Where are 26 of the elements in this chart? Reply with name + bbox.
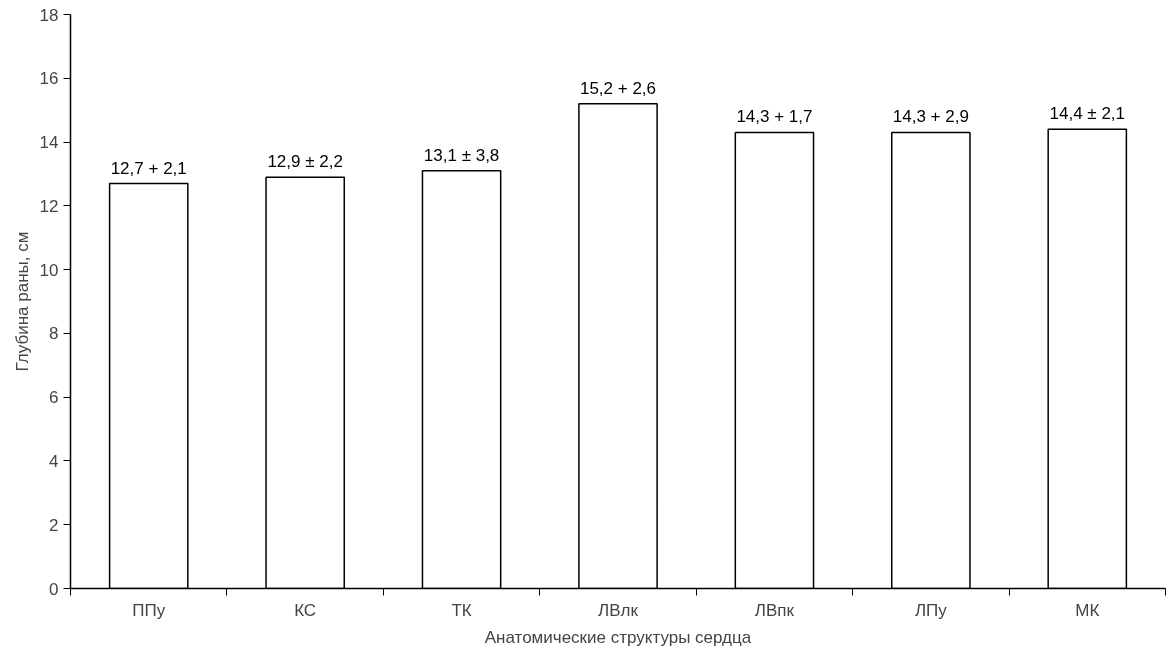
- y-tick-label: 16: [39, 69, 59, 89]
- x-axis-title: Анатомические структуры сердца: [484, 627, 752, 647]
- y-tick-label: 0: [49, 579, 59, 599]
- data-label: 14,4 ± 2,1: [1049, 104, 1126, 124]
- data-label: 15,2 + 2,6: [579, 78, 657, 98]
- x-tick-label: ЛПу: [914, 600, 948, 620]
- y-tick-label: 6: [49, 388, 59, 408]
- y-tick-label: 18: [39, 5, 59, 25]
- x-tick-label: ТК: [451, 600, 472, 620]
- data-label: 12,9 ± 2,2: [267, 152, 343, 172]
- y-tick-label: 8: [49, 324, 59, 344]
- y-tick-label: 2: [49, 515, 59, 535]
- x-tick-label: КС: [294, 600, 317, 620]
- data-label: 14,3 + 2,9: [892, 107, 969, 127]
- data-label: 14,3 + 1,7: [736, 107, 813, 127]
- data-label: 13,1 ± 3,8: [423, 145, 500, 165]
- y-tick-label: 10: [39, 260, 59, 280]
- x-tick-label: ЛВпк: [754, 600, 795, 620]
- x-tick-label: ЛВлк: [598, 600, 639, 620]
- y-tick-label: 12: [39, 196, 59, 216]
- y-tick-label: 4: [49, 451, 59, 471]
- y-axis-title: Глубина раны, см: [12, 231, 32, 372]
- x-tick-label: ППу: [132, 600, 166, 620]
- y-tick-label: 14: [39, 133, 59, 153]
- x-tick-label: МК: [1075, 600, 1100, 620]
- data-label: 12,7 + 2,1: [110, 158, 187, 178]
